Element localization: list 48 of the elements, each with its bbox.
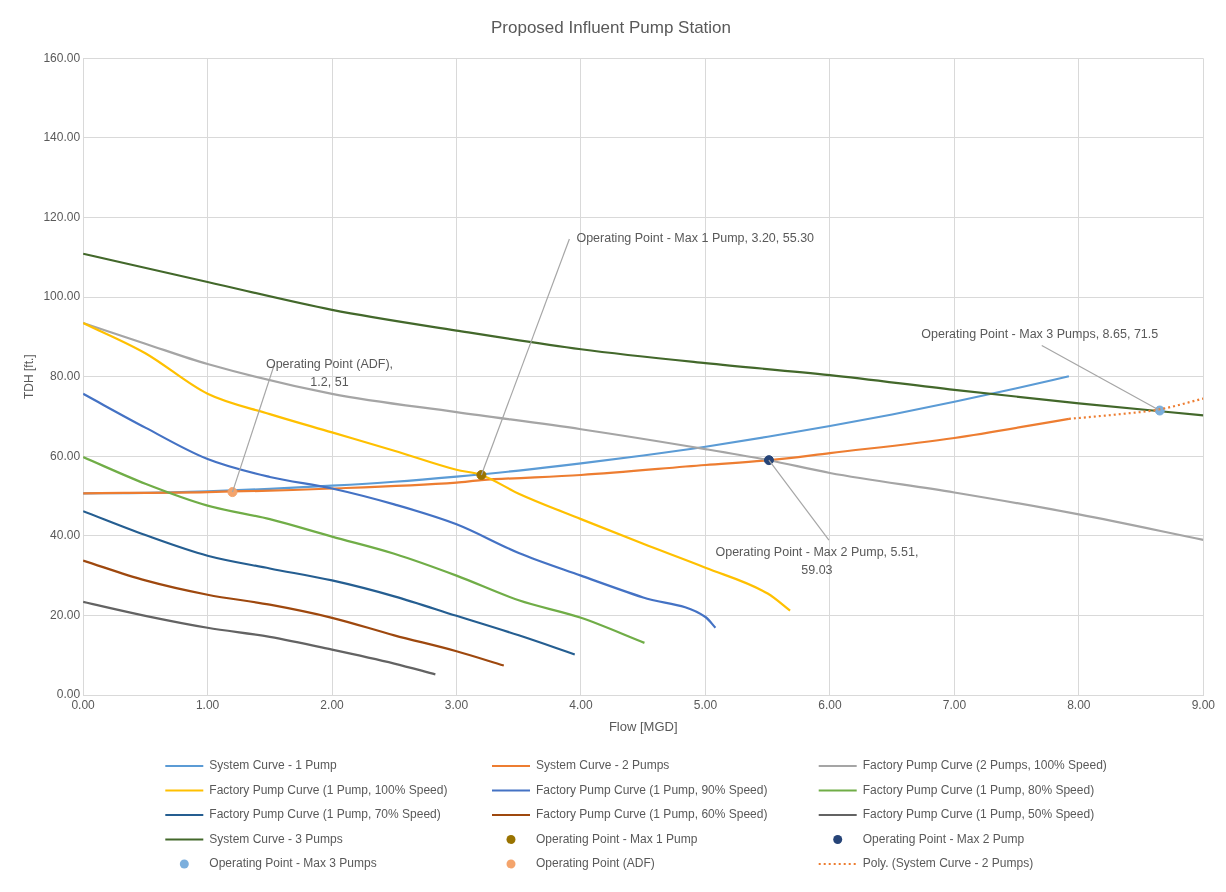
line-series	[83, 600, 437, 676]
line-series	[83, 392, 717, 629]
legend-label: Factory Pump Curve (1 Pump, 70% Speed)	[209, 807, 441, 822]
y-tick-label: 120.00	[43, 209, 81, 224]
legend-label: Operating Point - Max 2 Pump	[862, 831, 1025, 846]
line-series	[83, 559, 505, 667]
y-tick-label: 100.00	[43, 289, 81, 304]
legend-label: Factory Pump Curve (1 Pump, 80% Speed)	[862, 782, 1095, 797]
x-tick-label: 3.00	[444, 697, 469, 712]
legend-label: Factory Pump Curve (1 Pump, 90% Speed)	[536, 782, 768, 797]
annotation: Operating Point - Max 3 Pumps, 8.65, 71.5	[921, 326, 1159, 341]
legend-label: Operating Point - Max 1 Pump	[536, 831, 698, 846]
x-tick-label: 5.00	[693, 697, 718, 712]
y-tick-label: 80.00	[50, 369, 81, 384]
y-tick-label: 20.00	[50, 607, 81, 622]
line-series	[83, 455, 646, 644]
legend-label: Factory Pump Curve (1 Pump, 50% Speed)	[862, 807, 1095, 822]
legend-label: System Curve - 1 Pump	[209, 758, 337, 773]
x-tick-label: 7.00	[942, 697, 967, 712]
legend-label: Operating Point (ADF)	[536, 856, 655, 871]
y-axis-title: TDH [ft.]	[21, 354, 36, 400]
annotation: Operating Point (ADF), 1.2, 51	[265, 356, 394, 389]
x-tick-label: 2.00	[320, 697, 345, 712]
annotation: Operating Point - Max 2 Pump, 5.51, 59.03	[715, 544, 919, 577]
x-axis-title: Flow [MGD]	[608, 718, 678, 734]
legend-label: System Curve - 3 Pumps	[209, 831, 343, 846]
y-tick-label: 160.00	[43, 50, 81, 65]
y-tick-label: 140.00	[43, 130, 81, 145]
annotation: Operating Point - Max 1 Pump, 3.20, 55.30	[576, 231, 815, 246]
y-tick-label: 60.00	[50, 448, 81, 463]
chart-title: Proposed Influent Pump Station	[490, 17, 732, 37]
line-series	[83, 510, 576, 656]
line-series	[83, 252, 1204, 417]
x-tick-label: 1.00	[195, 697, 220, 712]
legend-label: Factory Pump Curve (2 Pumps, 100% Speed)	[862, 758, 1107, 773]
legend-label: Factory Pump Curve (1 Pump, 100% Speed)	[209, 782, 448, 797]
point	[227, 487, 238, 498]
x-tick-label: 4.00	[569, 697, 593, 712]
x-tick-label: 9.00	[1191, 697, 1216, 712]
legend-label: Operating Point - Max 3 Pumps	[209, 856, 377, 871]
x-tick-label: 6.00	[818, 697, 842, 712]
legend-label: Factory Pump Curve (1 Pump, 60% Speed)	[536, 807, 768, 822]
y-tick-label: 40.00	[50, 528, 81, 543]
legend-label: System Curve - 2 Pumps	[536, 758, 670, 773]
x-tick-label: 0.00	[71, 697, 96, 712]
x-tick-label: 8.00	[1067, 697, 1091, 712]
point	[476, 469, 487, 480]
legend-label: Poly. (System Curve - 2 Pumps)	[862, 856, 1034, 871]
